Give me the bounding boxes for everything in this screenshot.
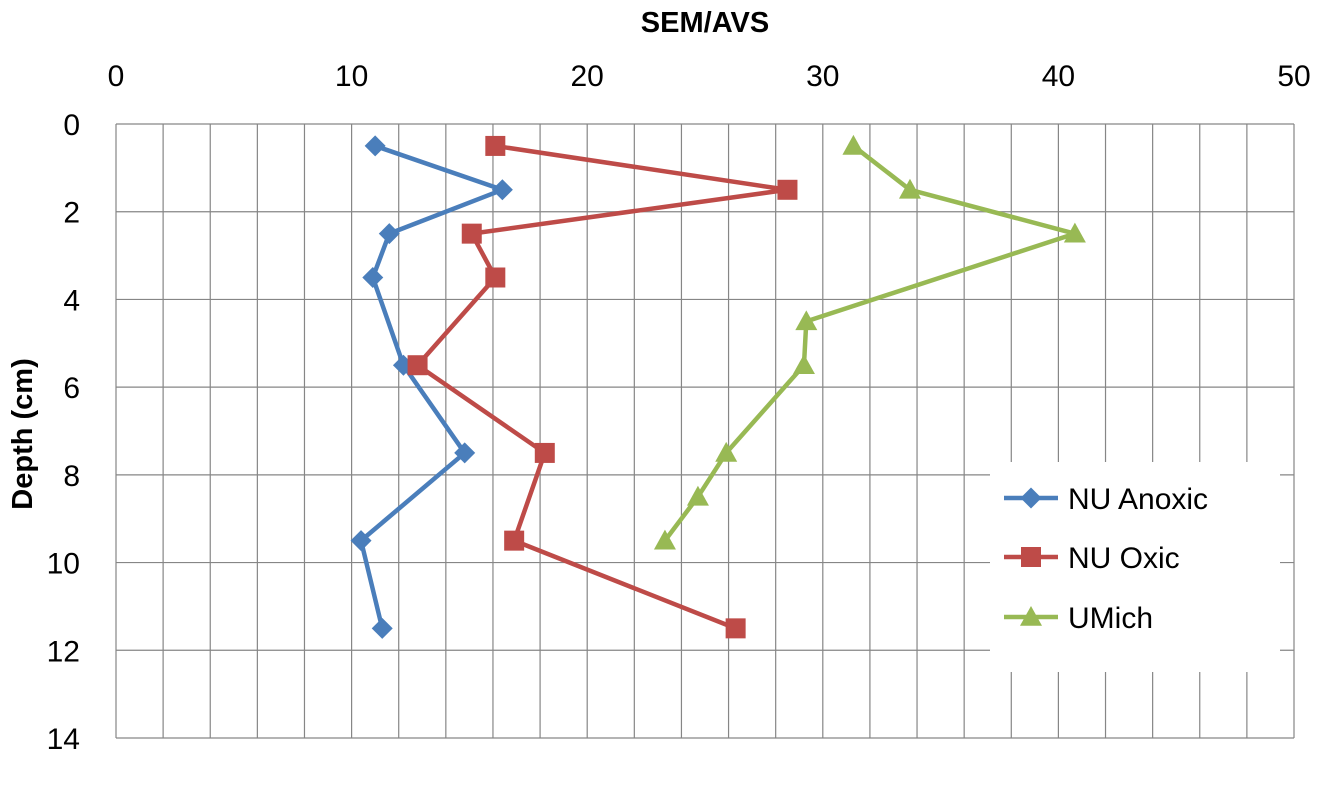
y-tick-label: 10 [47, 548, 80, 581]
series-line-nu-oxic [415, 143, 790, 631]
x-tick-label: 20 [571, 60, 604, 93]
y-tick-label: 4 [63, 284, 80, 317]
y-tick-label: 14 [47, 723, 80, 756]
data-point-nu-anoxic [454, 442, 476, 464]
y-tick-label: 12 [47, 635, 80, 668]
y-tick-label: 0 [63, 109, 80, 142]
data-point-umich [653, 529, 676, 550]
y-axis-ticks: 0 2 4 6 8 10 12 14 [47, 109, 80, 756]
x-tick-label: 50 [1277, 60, 1310, 93]
legend-label-nu-oxic: NU Oxic [1068, 542, 1180, 575]
data-point-nu-anoxic [491, 179, 513, 201]
data-point-nu-anoxic [378, 223, 400, 245]
x-axis-title: SEM/AVS [641, 7, 769, 39]
y-tick-label: 2 [63, 197, 80, 230]
data-point-umich [686, 485, 709, 506]
series-nu-anoxic [350, 135, 513, 639]
data-point-nu-oxic [461, 223, 482, 244]
legend-label-umich: UMich [1068, 602, 1153, 635]
x-tick-label: 40 [1042, 60, 1075, 93]
x-tick-label: 10 [335, 60, 368, 93]
data-point-nu-anoxic [350, 530, 372, 552]
x-tick-label: 30 [806, 60, 839, 93]
y-tick-label: 6 [63, 372, 80, 405]
y-axis-title: Depth (cm) [7, 358, 39, 509]
series-nu-oxic [407, 135, 798, 639]
data-point-umich [795, 310, 818, 331]
data-point-nu-oxic [534, 442, 555, 463]
series-umich [653, 134, 1086, 550]
data-point-umich [1063, 222, 1086, 243]
data-point-nu-oxic [777, 179, 798, 200]
data-point-nu-anoxic [362, 267, 384, 288]
legend-marker-nu-oxic [1021, 547, 1041, 567]
data-point-nu-oxic [725, 618, 746, 639]
legend-label-nu-anoxic: NU Anoxic [1068, 483, 1208, 516]
data-point-nu-anoxic [364, 135, 386, 157]
data-point-umich [715, 441, 738, 462]
legend: NU Anoxic NU Oxic UMich [990, 462, 1280, 672]
data-point-umich [898, 178, 921, 199]
data-point-nu-oxic [485, 135, 506, 156]
legend-marker-nu-anoxic [1020, 487, 1042, 509]
data-point-umich [792, 354, 815, 375]
y-tick-label: 8 [63, 460, 80, 493]
x-axis-ticks: 0 10 20 30 40 50 [108, 60, 1311, 93]
series-line-umich [663, 144, 1078, 542]
data-point-nu-oxic [504, 530, 525, 551]
plot-series [350, 134, 1086, 639]
series-line-nu-anoxic [358, 143, 505, 629]
data-point-nu-oxic [485, 267, 506, 288]
legend-marker-umich [1020, 606, 1042, 626]
data-point-umich [842, 134, 865, 155]
x-tick-label: 0 [108, 60, 125, 93]
data-point-nu-oxic [407, 355, 428, 376]
data-point-nu-anoxic [371, 617, 393, 639]
